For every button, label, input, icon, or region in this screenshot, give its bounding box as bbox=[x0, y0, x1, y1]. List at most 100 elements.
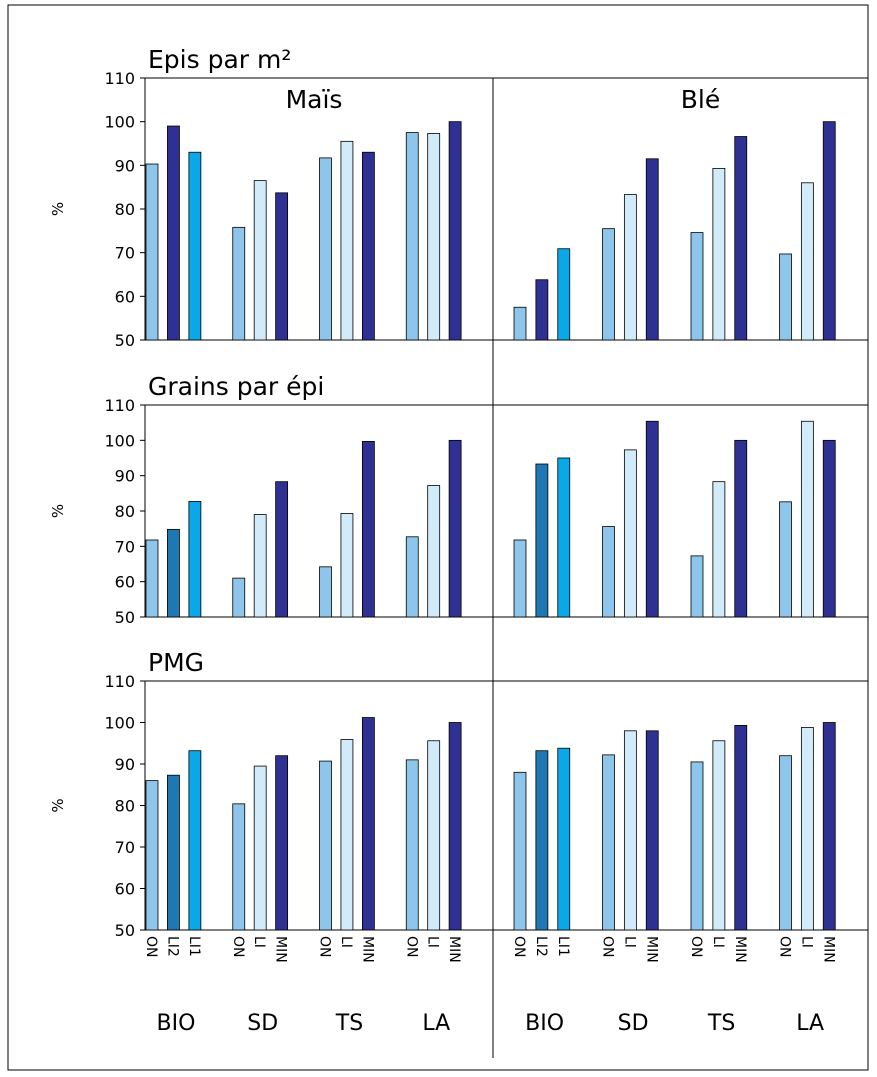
bar bbox=[448, 121, 462, 341]
y-axis-label: % bbox=[49, 504, 67, 518]
bar bbox=[602, 526, 615, 618]
category-label: ON bbox=[230, 936, 246, 958]
y-tick-label: 70 bbox=[115, 537, 135, 556]
bar bbox=[557, 747, 571, 931]
bar bbox=[712, 740, 726, 931]
y-tick-label: 70 bbox=[115, 244, 135, 263]
category-label: ON bbox=[511, 936, 527, 958]
y-tick-label: 110 bbox=[104, 396, 135, 415]
y-tick-label: 60 bbox=[115, 880, 135, 899]
bar bbox=[361, 440, 375, 618]
bar bbox=[167, 125, 180, 341]
bar bbox=[232, 226, 246, 341]
y-tick-label: 90 bbox=[115, 467, 135, 486]
bar bbox=[602, 228, 615, 341]
bar bbox=[448, 722, 462, 931]
bar bbox=[623, 730, 637, 931]
plot-frame bbox=[144, 404, 869, 618]
y-tick-label: 80 bbox=[115, 797, 135, 816]
bar bbox=[513, 771, 527, 931]
y-tick-label: 60 bbox=[115, 287, 135, 306]
y-tick-label: 50 bbox=[115, 331, 135, 350]
y-tick-label: 100 bbox=[104, 113, 135, 132]
bar bbox=[167, 774, 180, 931]
category-label: LI bbox=[425, 936, 441, 948]
bar bbox=[645, 730, 659, 931]
bar bbox=[734, 136, 748, 341]
bar bbox=[275, 481, 289, 618]
bar bbox=[557, 248, 571, 341]
bar bbox=[800, 727, 814, 931]
bar bbox=[188, 501, 202, 618]
bar bbox=[340, 513, 354, 618]
bar bbox=[275, 192, 289, 341]
group-label: TS bbox=[707, 1011, 735, 1036]
bar bbox=[623, 194, 637, 341]
category-label: ON bbox=[143, 936, 159, 958]
bar bbox=[232, 803, 246, 931]
bar bbox=[253, 514, 267, 618]
plot-frame bbox=[144, 77, 869, 341]
bar bbox=[712, 481, 726, 618]
group-label: LA bbox=[796, 1011, 824, 1036]
y-tick-label: 90 bbox=[115, 156, 135, 175]
y-tick-label: 80 bbox=[115, 200, 135, 219]
panel-title: Grains par épi bbox=[148, 372, 324, 401]
bar bbox=[779, 755, 792, 931]
y-tick-label: 110 bbox=[104, 672, 135, 691]
bar bbox=[361, 717, 375, 931]
bar bbox=[535, 750, 549, 931]
bar bbox=[822, 439, 836, 618]
bar bbox=[253, 180, 267, 341]
category-label: MIN bbox=[820, 936, 836, 963]
y-axis-label: % bbox=[49, 202, 67, 216]
category-label: LI bbox=[251, 936, 267, 948]
bar bbox=[275, 755, 289, 931]
category-label: LI bbox=[621, 936, 637, 948]
bar bbox=[319, 566, 332, 618]
category-label: LI2 bbox=[533, 936, 549, 957]
category-label: LI2 bbox=[164, 936, 180, 957]
bar bbox=[822, 722, 836, 931]
bar bbox=[734, 439, 748, 618]
group-label: SD bbox=[247, 1011, 278, 1036]
panel-subtitle: Blé bbox=[681, 85, 720, 114]
group-label: BIO bbox=[157, 1011, 196, 1036]
bar bbox=[800, 182, 814, 341]
panel-subtitle: Maïs bbox=[286, 85, 343, 114]
category-label: ON bbox=[403, 936, 419, 958]
bar bbox=[167, 528, 180, 618]
bar bbox=[712, 167, 726, 341]
y-tick-label: 100 bbox=[104, 714, 135, 733]
bar bbox=[427, 133, 441, 341]
bar bbox=[690, 761, 704, 931]
bar bbox=[145, 539, 159, 618]
category-label: MIN bbox=[446, 936, 462, 963]
bar bbox=[145, 780, 159, 931]
bar bbox=[602, 754, 615, 931]
bar bbox=[319, 760, 332, 931]
bar bbox=[188, 151, 202, 341]
group-label: TS bbox=[335, 1011, 363, 1036]
y-axis-label: % bbox=[49, 798, 67, 812]
category-label: LI bbox=[798, 936, 814, 948]
panel-title: PMG bbox=[148, 648, 204, 677]
bar bbox=[427, 485, 441, 618]
y-tick-label: 60 bbox=[115, 573, 135, 592]
bar bbox=[145, 163, 159, 341]
group-label: LA bbox=[422, 1011, 450, 1036]
bar bbox=[405, 759, 419, 931]
bar bbox=[645, 420, 659, 618]
group-label: BIO bbox=[525, 1011, 564, 1036]
plot-frame bbox=[144, 680, 869, 931]
bar bbox=[188, 750, 202, 931]
category-label: ON bbox=[688, 936, 704, 958]
bar bbox=[690, 232, 704, 341]
bar bbox=[405, 536, 419, 618]
bar bbox=[405, 132, 419, 341]
bar bbox=[779, 253, 792, 341]
bar bbox=[513, 539, 527, 618]
bar bbox=[361, 151, 375, 341]
bar bbox=[448, 439, 462, 618]
